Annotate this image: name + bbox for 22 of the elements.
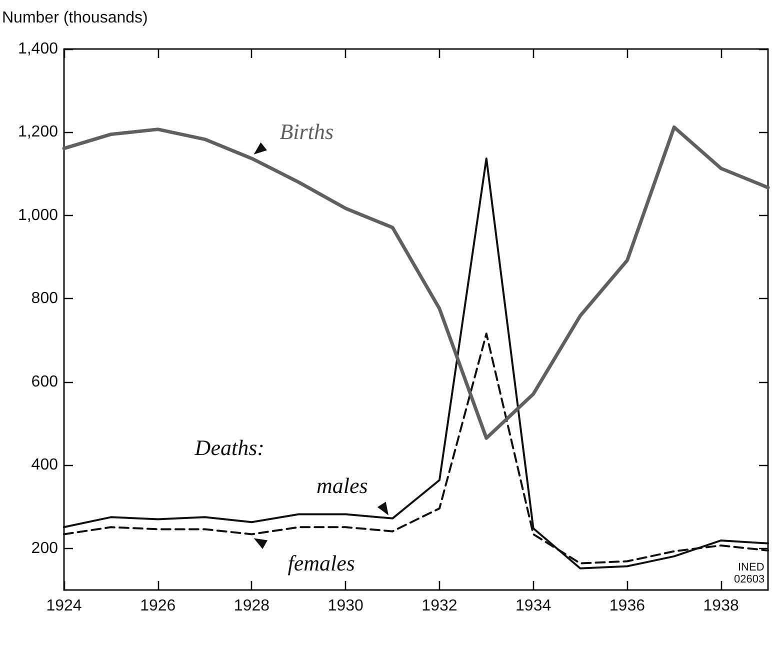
y-tick-label: 1,400 xyxy=(18,40,58,58)
y-tick-label: 200 xyxy=(31,540,58,557)
series-label: Births xyxy=(280,118,334,144)
x-tick-label: 1938 xyxy=(703,598,739,614)
x-tick-label: 1932 xyxy=(422,598,458,614)
y-axis-title: Number (thousands) xyxy=(2,10,148,26)
x-tick-label: 1930 xyxy=(328,598,364,614)
series-label: males xyxy=(316,472,368,498)
x-tick-label: 1936 xyxy=(609,598,646,614)
series-label: females xyxy=(288,550,355,576)
y-tick-label: 400 xyxy=(31,456,58,474)
y-tick-label: 800 xyxy=(31,290,58,308)
annotation: Deaths: xyxy=(194,435,264,460)
y-tick-label: 600 xyxy=(31,373,58,390)
x-tick-label: 1928 xyxy=(234,598,270,614)
y-tick-label: 1,000 xyxy=(18,206,58,224)
x-tick-label: 1924 xyxy=(46,598,82,614)
annotation: INED xyxy=(738,562,764,574)
y-tick-label: 1,200 xyxy=(18,124,58,141)
x-tick-label: 1934 xyxy=(516,598,552,614)
x-tick-label: 1926 xyxy=(140,598,176,614)
annotation: 02603 xyxy=(734,574,765,586)
